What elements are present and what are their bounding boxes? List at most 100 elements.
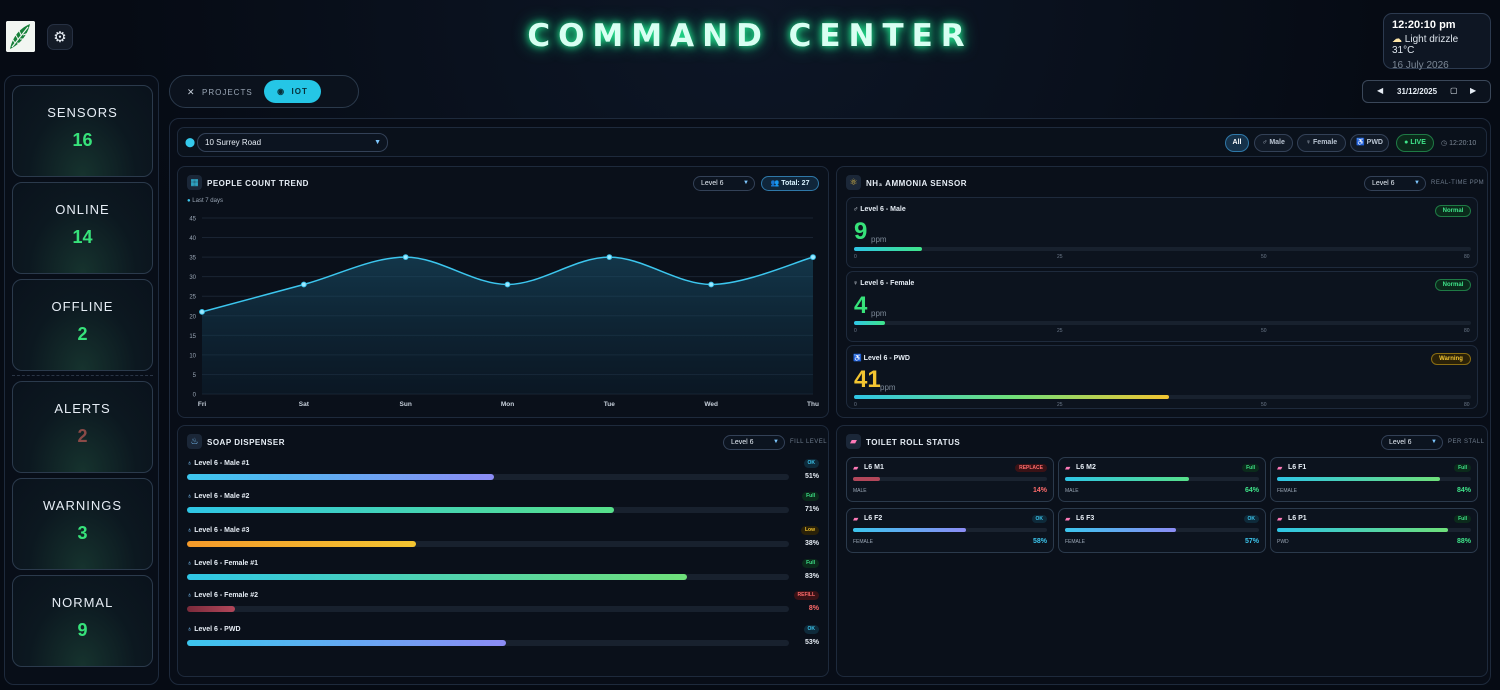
filter-pwd[interactable]: ♿ PWD	[1350, 134, 1389, 152]
soap-item[interactable]: ♁ Level 6 - Male #3 Low 38%	[187, 526, 819, 553]
stat-sensors[interactable]: SENSORS 16	[12, 85, 153, 177]
chip-label: PWD	[1366, 139, 1383, 146]
stall-card[interactable]: ▰ L6 F1 Full FEMALE 84%	[1270, 457, 1478, 502]
last-updated: ◷ 12:20:10	[1441, 139, 1476, 147]
soap-track	[187, 541, 789, 547]
soap-panel	[177, 425, 829, 677]
soap-item[interactable]: ♁ Level 6 - Female #1 Full 83%	[187, 559, 819, 586]
stat-label: WARNINGS	[42, 498, 123, 513]
soap-name: ♁ Level 6 - PWD	[187, 626, 241, 633]
stall-card[interactable]: ▰ L6 M1 REPLACE MALE 14%	[846, 457, 1054, 502]
stall-pct: 88%	[1456, 538, 1471, 545]
soap-level-select[interactable]: Level 6 ▼	[723, 435, 785, 450]
next-date-button[interactable]: ▶	[1470, 86, 1477, 95]
sensor-value: 4	[854, 292, 868, 319]
clock-date: 16 July 2026	[1392, 60, 1449, 71]
stat-alerts[interactable]: ALERTS 2	[12, 381, 153, 473]
tab-iot[interactable]: ◉ IOT	[264, 80, 321, 103]
stall-fill	[1065, 528, 1176, 532]
soap-name: ♁ Level 6 - Female #2	[187, 592, 258, 599]
chevron-down-icon: ▼	[1414, 180, 1420, 186]
sensor-fill	[854, 395, 1169, 399]
stall-status: OK	[1031, 515, 1047, 523]
divider	[12, 375, 153, 376]
nh3-sensor-card[interactable]: ♀ Level 6 - Female Normal 4 ppm 0 25 50 …	[846, 271, 1478, 342]
stall-pct: 84%	[1456, 487, 1471, 494]
data-point	[199, 308, 205, 315]
stat-value: 2	[77, 426, 88, 446]
soap-item[interactable]: ♁ Level 6 - Male #1 OK 51%	[187, 459, 819, 486]
soap-pct: 53%	[804, 639, 819, 646]
stall-fill	[1277, 477, 1440, 481]
location-select[interactable]: 10 Surrey Road ▼	[197, 133, 388, 152]
soap-icon: ♁	[187, 626, 193, 633]
chevron-down-icon: ▼	[743, 180, 749, 186]
nh3-sensor-card[interactable]: ♿ Level 6 - PWD Warning 41 ppm 0 25 50 8…	[846, 345, 1478, 409]
date-value[interactable]: 31/12/2025	[1397, 87, 1438, 96]
toilet-roll-icon: ▰	[846, 434, 861, 449]
toilet-level-select[interactable]: Level 6 ▼	[1381, 435, 1443, 450]
soap-icon: ♁	[187, 560, 193, 567]
sensor-track	[854, 321, 1471, 325]
data-point	[810, 254, 816, 261]
filter-female[interactable]: ♀ Female	[1297, 134, 1346, 152]
stall-type: FEMALE	[853, 539, 874, 545]
stall-card[interactable]: ▰ L6 M2 Full MALE 64%	[1058, 457, 1266, 502]
soap-status: REFILL	[793, 591, 819, 600]
sensor-unit: ppm	[871, 309, 887, 318]
stat-value: 16	[72, 130, 93, 150]
stat-label: ALERTS	[54, 401, 111, 416]
stall-card[interactable]: ▰ L6 F2 OK FEMALE 58%	[846, 508, 1054, 553]
chevron-down-icon: ▼	[773, 439, 779, 445]
x-tick-label: Sun	[400, 401, 412, 408]
stall-name: L6 M2	[1076, 464, 1096, 471]
stat-value: 14	[72, 227, 93, 247]
sensor-unit: ppm	[880, 383, 896, 392]
sensor-name-text: Level 6 - Male	[860, 206, 906, 213]
female-icon: ♀	[1305, 139, 1312, 146]
nh3-level-select[interactable]: Level 6 ▼	[1364, 176, 1426, 191]
stat-normal[interactable]: NORMAL 9	[12, 575, 153, 667]
stat-online[interactable]: ONLINE 14	[12, 182, 153, 274]
people-level-select[interactable]: Level 6 ▼	[693, 176, 755, 191]
stall-name: L6 F1	[1288, 464, 1307, 471]
data-point	[606, 254, 613, 261]
soap-item[interactable]: ♁ Level 6 - Female #2 REFILL 8%	[187, 591, 819, 618]
settings-button[interactable]: ⚙	[47, 24, 73, 50]
location-pin-icon: ⬤	[185, 137, 196, 147]
soap-track	[187, 574, 789, 580]
prev-date-button[interactable]: ◀	[1377, 86, 1384, 95]
data-point	[708, 281, 715, 288]
stall-card[interactable]: ▰ L6 F3 OK FEMALE 57%	[1058, 508, 1266, 553]
clock-icon: ◷	[1441, 140, 1448, 147]
soap-item[interactable]: ♁ Level 6 - PWD OK 53%	[187, 625, 819, 652]
stall-track	[853, 528, 1047, 532]
y-tick-label: 15	[189, 334, 196, 340]
select-value: Level 6	[731, 439, 754, 446]
tab-projects[interactable]: ✕ PROJECTS	[187, 87, 253, 98]
mode-switch: ✕ PROJECTS ◉ IOT	[169, 75, 359, 108]
soap-icon: ♁	[187, 527, 193, 534]
calendar-icon[interactable]: ▢	[1450, 86, 1458, 95]
filter-male[interactable]: ♂ Male	[1254, 134, 1293, 152]
stall-pct: 14%	[1032, 487, 1047, 494]
stat-warnings[interactable]: WARNINGS 3	[12, 478, 153, 570]
scale-tick: 0	[854, 328, 857, 334]
toilet-subtitle: PER STALL	[1448, 439, 1485, 445]
filter-all[interactable]: All	[1225, 134, 1249, 152]
stall-card[interactable]: ▰ L6 P1 Full PWD 88%	[1270, 508, 1478, 553]
stat-offline[interactable]: OFFLINE 2	[12, 279, 153, 371]
nh3-sensor-card[interactable]: ♂ Level 6 - Male Normal 9 ppm 0 25 50 80	[846, 197, 1478, 268]
sensor-name: ♿ Level 6 - PWD	[853, 354, 910, 362]
scale-tick: 0	[854, 254, 857, 260]
soap-track	[187, 640, 789, 646]
soap-status: Full	[802, 492, 819, 501]
weather-text: Light drizzle 31°C	[1392, 34, 1459, 56]
select-value: Level 6	[1389, 439, 1412, 446]
y-tick-label: 0	[193, 393, 197, 399]
soap-item[interactable]: ♁ Level 6 - Male #2 Full 71%	[187, 492, 819, 519]
data-point	[504, 281, 511, 288]
chevron-down-icon: ▼	[1431, 439, 1437, 445]
stall-status: Full	[1454, 464, 1471, 472]
